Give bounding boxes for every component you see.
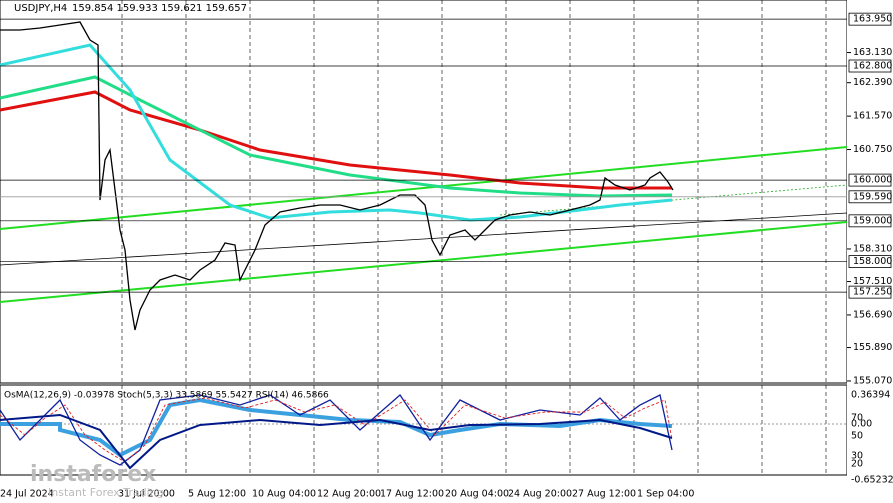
level-box xyxy=(848,285,892,299)
level-box xyxy=(848,12,892,26)
ma-green xyxy=(0,75,673,198)
ohlc: 159.854 159.933 159.621 159.657 xyxy=(72,3,247,14)
trend-line xyxy=(0,212,848,266)
symbol: USDJPY,H4 xyxy=(14,3,67,14)
channel-line xyxy=(0,221,848,303)
indicator-scale-label: 0.00 xyxy=(851,419,872,430)
time-label: 5 Aug 12:00 xyxy=(188,489,246,500)
level-box xyxy=(848,59,892,73)
ma-cyan xyxy=(0,43,673,222)
indicator-scale-label: 30 xyxy=(851,451,863,462)
watermark-brand: instaforex xyxy=(30,462,156,487)
indicator-scale-label: 50 xyxy=(851,431,863,442)
tick-label: 155.890 xyxy=(853,342,892,353)
stoch-signal xyxy=(0,397,673,463)
price-axis-labels: 163.130 162.390 161.570 160.750 158.310 157.5… xyxy=(0,12,892,386)
level-box xyxy=(848,214,892,228)
tick-label: 157.510 xyxy=(853,276,892,287)
time-axis-labels: 24 Jul 2024 31 Jul 20:00 5 Aug 12:00 10 Aug… xyxy=(0,489,694,500)
level-box xyxy=(848,173,892,187)
level-box xyxy=(848,255,892,268)
tick-label: 156.690 xyxy=(853,309,892,320)
time-label: 10 Aug 04:00 xyxy=(252,489,316,500)
level-label: 162.800 xyxy=(853,61,892,72)
watermark-tagline: Instant Forex Trading xyxy=(48,486,164,499)
level-label: 157.250 xyxy=(853,287,892,298)
time-label: 24 Aug 20:00 xyxy=(508,489,572,500)
tick-label: 162.390 xyxy=(853,77,892,88)
time-label: 17 Aug 12:00 xyxy=(380,489,444,500)
stoch-line xyxy=(0,394,673,466)
tick-label: 161.570 xyxy=(853,111,892,122)
time-label: 31 Jul 20:00 xyxy=(118,489,175,500)
indicator-scale-label: 0.36394 xyxy=(851,390,890,401)
price-line xyxy=(0,21,674,331)
current-price-label: 159.590 xyxy=(853,191,892,202)
indicator-title: OsMA(12,26,9) -0.03978 Stoch(5,3,3) 33.5… xyxy=(4,391,329,401)
level-label: 159.000 xyxy=(853,215,892,226)
tick-label: 160.750 xyxy=(853,144,892,155)
price-axis xyxy=(847,0,893,503)
ma-red xyxy=(0,90,672,190)
time-label: 24 Jul 2024 xyxy=(0,489,54,500)
indicator-scale-label: 20 xyxy=(851,459,863,470)
current-price-box xyxy=(848,190,892,204)
level-label: 160.000 xyxy=(853,175,892,186)
tick-label: 163.130 xyxy=(853,47,892,58)
time-label: 1 Sep 04:00 xyxy=(637,489,694,500)
rsi-line xyxy=(0,413,673,470)
time-label: 12 Aug 20:00 xyxy=(317,489,381,500)
time-label: 20 Aug 04:00 xyxy=(445,489,509,500)
main-pane xyxy=(0,0,848,384)
level-label: 163.950 xyxy=(853,14,892,25)
price-series xyxy=(0,21,848,331)
channel-line xyxy=(0,146,848,230)
time-label: 27 Aug 12:00 xyxy=(572,489,636,500)
level-label: 158.000 xyxy=(853,256,892,267)
indicator-scale-label: 70 xyxy=(851,413,863,424)
tick-label: 158.310 xyxy=(853,243,892,254)
tick-label: 155.070 xyxy=(853,375,892,386)
indicator-scale-label: -0.65232 xyxy=(851,475,893,486)
indicator-series xyxy=(0,394,847,470)
